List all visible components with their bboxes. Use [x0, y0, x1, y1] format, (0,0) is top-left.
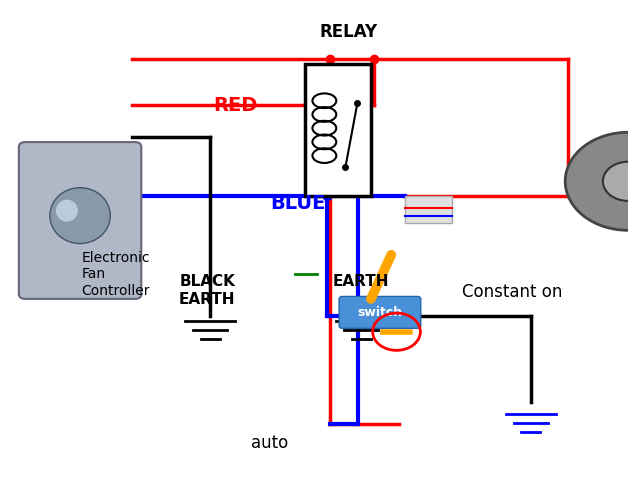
Text: BLACK
EARTH: BLACK EARTH [179, 274, 236, 307]
Text: switch: switch [357, 306, 403, 319]
Text: auto: auto [251, 435, 288, 452]
Circle shape [565, 132, 628, 230]
Ellipse shape [50, 188, 111, 244]
FancyBboxPatch shape [19, 142, 141, 299]
Text: EARTH: EARTH [333, 274, 389, 290]
Text: Electronic
Fan
Controller: Electronic Fan Controller [82, 251, 150, 297]
Bar [405, 196, 452, 223]
Bar [305, 64, 371, 196]
Text: Constant on: Constant on [462, 283, 562, 300]
FancyBboxPatch shape [339, 296, 421, 328]
Text: BLUE: BLUE [270, 194, 325, 213]
Circle shape [603, 162, 628, 201]
Ellipse shape [56, 200, 78, 221]
Text: RED: RED [214, 96, 258, 115]
Text: RELAY: RELAY [320, 23, 377, 41]
